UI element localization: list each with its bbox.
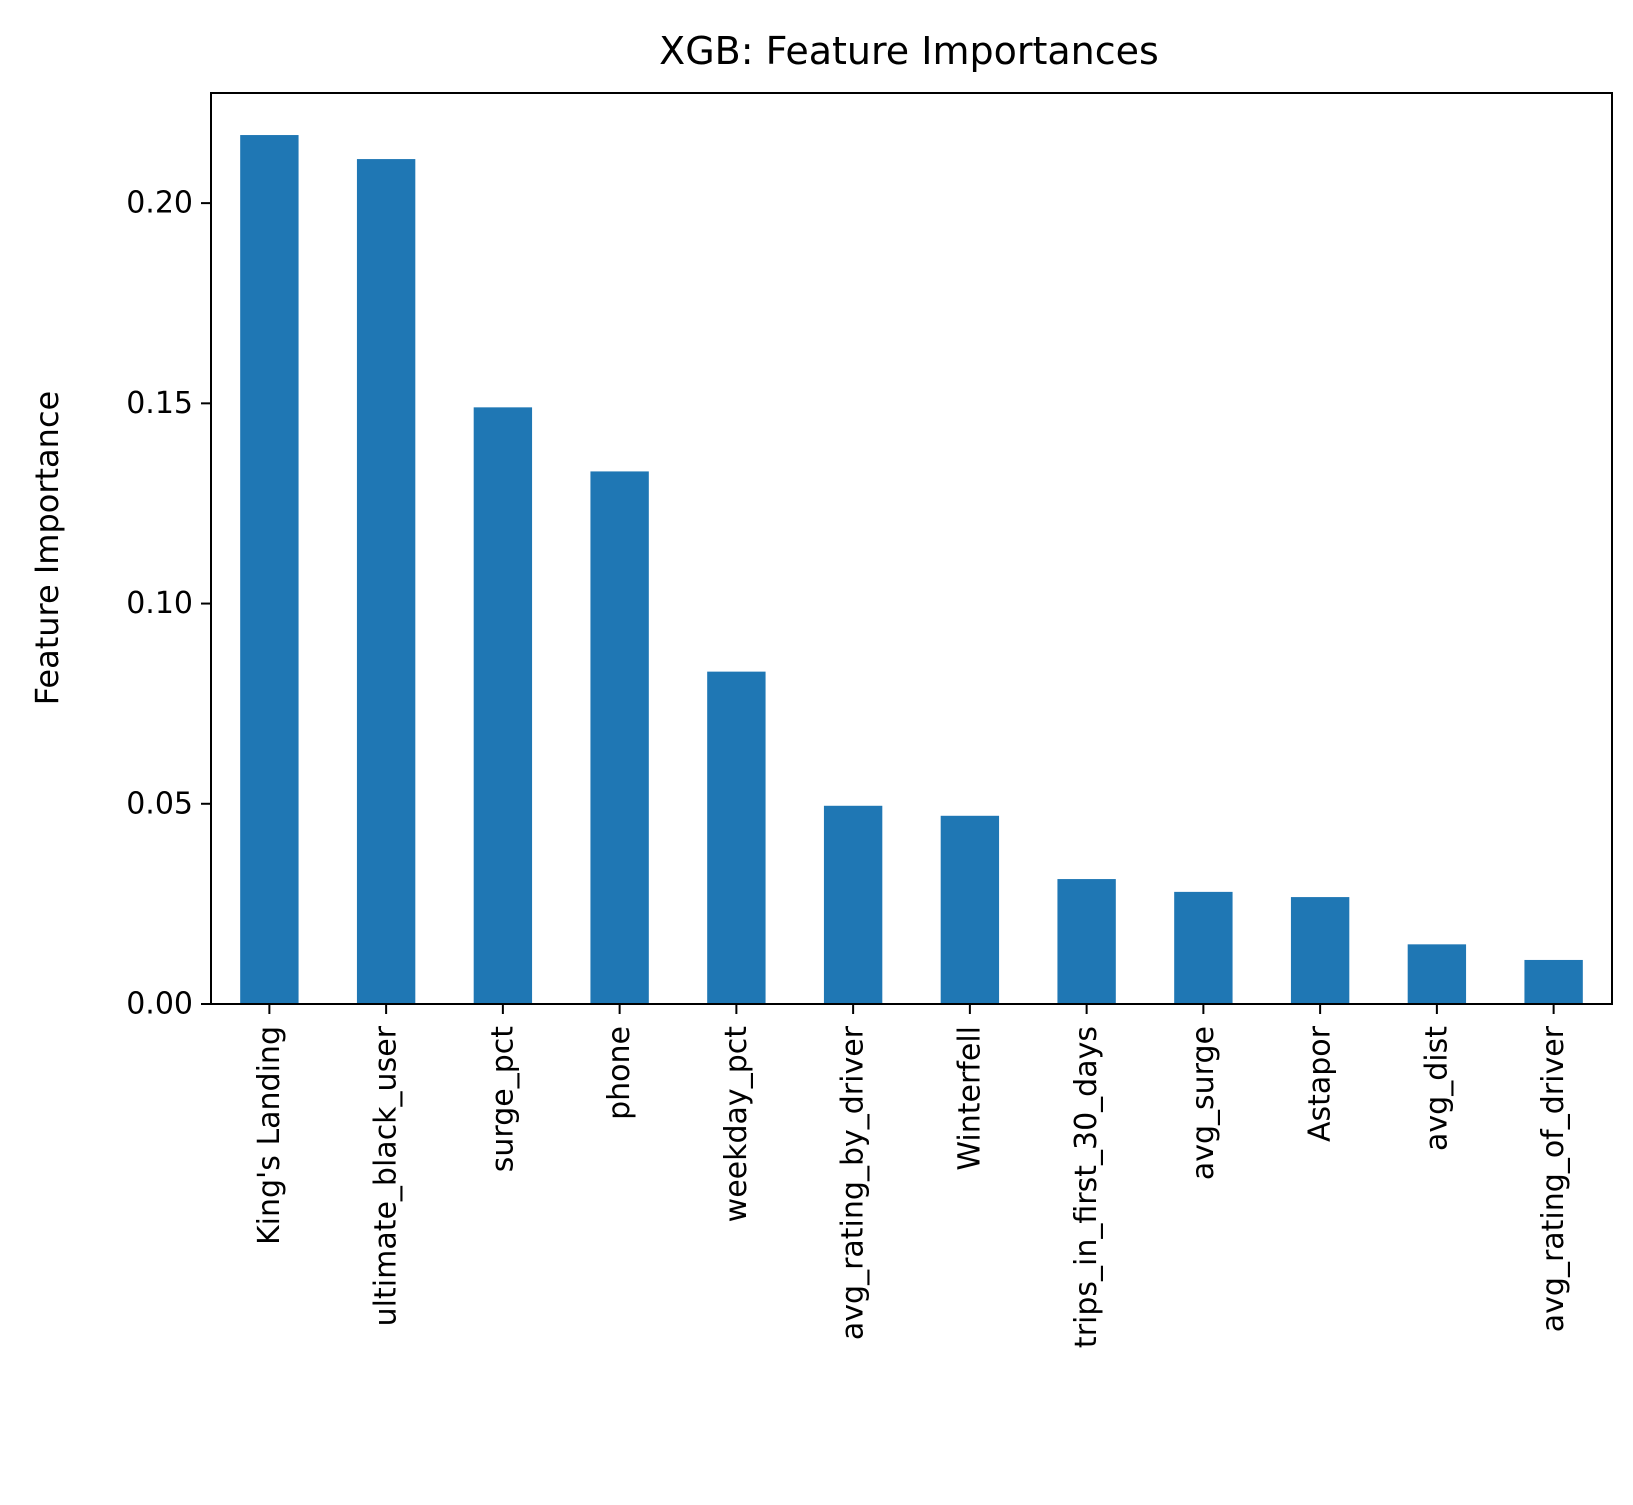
bar bbox=[590, 471, 649, 1004]
x-tick-label: avg_dist bbox=[1419, 1026, 1454, 1151]
x-tick-label: weekday_pct bbox=[719, 1026, 754, 1223]
bar bbox=[1174, 891, 1233, 1004]
y-tick-label: 0.20 bbox=[126, 186, 193, 221]
chart-title: XGB: Feature Importances bbox=[659, 29, 1159, 73]
bar bbox=[823, 805, 883, 1004]
bar bbox=[1290, 897, 1350, 1004]
bar bbox=[1057, 879, 1116, 1004]
x-tick-label: avg_surge bbox=[1186, 1026, 1221, 1180]
bar bbox=[356, 159, 416, 1005]
bar bbox=[940, 815, 1000, 1004]
y-axis-label: Feature Importance bbox=[28, 391, 66, 705]
x-tick-label: Astapor bbox=[1303, 1025, 1338, 1142]
x-tick-label: King's Landing bbox=[252, 1026, 287, 1245]
y-tick-label: 0.05 bbox=[126, 786, 193, 821]
bar bbox=[1407, 944, 1467, 1004]
y-tick-label: 0.15 bbox=[126, 386, 193, 421]
x-tick-label: Winterfell bbox=[952, 1026, 987, 1171]
x-tick-label: avg_rating_by_driver bbox=[836, 1025, 871, 1340]
y-tick-label: 0.00 bbox=[126, 987, 193, 1022]
x-tick-label: surge_pct bbox=[485, 1026, 520, 1172]
bar bbox=[473, 407, 533, 1004]
bar bbox=[707, 671, 766, 1004]
plot-frame bbox=[210, 92, 1613, 1005]
x-axis-ticks: King's Landing ultimate_black_user surge_p… bbox=[252, 1004, 1571, 1348]
x-tick-label: phone bbox=[602, 1026, 637, 1120]
x-tick-label: avg_rating_of_driver bbox=[1536, 1025, 1571, 1332]
y-axis-ticks: 0.00 0.05 0.10 0.15 0.20 bbox=[126, 186, 211, 1022]
y-tick-label: 0.10 bbox=[126, 586, 193, 621]
x-tick-label: trips_in_first_30_days bbox=[1069, 1026, 1104, 1348]
x-tick-label: ultimate_black_user bbox=[369, 1025, 404, 1326]
bar bbox=[1524, 959, 1583, 1004]
bar bbox=[240, 135, 299, 1005]
bars-layer bbox=[240, 135, 1583, 1005]
